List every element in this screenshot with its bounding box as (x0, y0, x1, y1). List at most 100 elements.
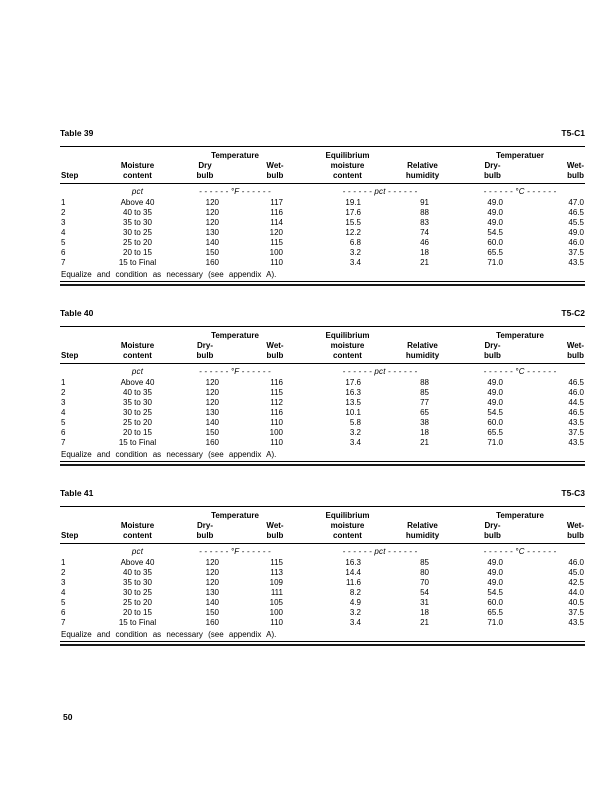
header-dry-bulb-f: Dry- (196, 520, 213, 530)
table-cell: 46.5 (568, 378, 584, 388)
table-cell: 120 (205, 218, 219, 228)
table-row: 7 15 to Final 160 110 3.4 21 71.0 43.5 (60, 438, 585, 448)
table-cell: 15.5 (345, 218, 361, 228)
table-row: 5 25 to 20 140 110 5.8 38 60.0 43.5 (60, 418, 585, 428)
table-cell: 19.1 (345, 198, 361, 208)
header-moisture: Moisture (120, 520, 155, 530)
table-cell: 3.2 (349, 247, 361, 257)
page-number: 50 (63, 712, 73, 722)
table-cell: 160 (205, 617, 219, 627)
table-body: pct - - - - - - °F - - - - - - - - - - -… (60, 184, 585, 268)
table-cell: 110 (270, 418, 283, 428)
header-wet-bulb-c: bulb (530, 350, 585, 365)
header-emc: Equilibrium (325, 331, 370, 340)
table-cell: 120 (205, 558, 219, 568)
table-cell: 49.0 (487, 558, 503, 568)
table-cell: 20 to 15 (123, 247, 152, 257)
schedule-table-40: Table 40 T5-C2 Temperature Equilibrium T… (60, 308, 585, 467)
table-cell: 40 to 35 (123, 208, 152, 218)
unit-pct: pct (131, 546, 144, 556)
header-step: Step (60, 530, 110, 545)
table-cell: 7 (61, 437, 66, 447)
table-cell: 49.0 (487, 578, 503, 588)
table-cell: 16.3 (345, 558, 361, 568)
unit-fahrenheit: - - - - - - °F - - - - - - (199, 186, 271, 196)
header-temperature-c-group: Temperature (496, 331, 544, 340)
table-cell: 65.5 (487, 247, 503, 257)
table-row: 3 35 to 30 120 112 13.5 77 49.0 44.5 (60, 398, 585, 408)
table-row: 4 30 to 25 130 116 10.1 65 54.5 46.5 (60, 408, 585, 418)
table-cell: 71.0 (487, 617, 503, 627)
table-cell: 25 to 20 (123, 238, 152, 248)
table-cell: 160 (205, 257, 219, 267)
table-cell: 49.0 (487, 388, 503, 398)
table-cell: 44.5 (568, 398, 584, 408)
table-cell: 3.2 (349, 607, 361, 617)
table-header: Temperature Equilibrium Temperatuer Mois… (60, 147, 585, 185)
table-row: 5 25 to 20 140 115 6.8 46 60.0 46.0 (60, 238, 585, 248)
table-cell: 5.8 (349, 418, 361, 428)
table-cell: 74 (420, 228, 429, 238)
header-temperature-c-group: Temperatuer (496, 151, 544, 160)
table-cell: Above 40 (120, 378, 155, 388)
table-cell: 49.0 (487, 198, 503, 208)
table-cell: 25 to 20 (123, 598, 152, 608)
table-cell: 4.9 (349, 598, 361, 608)
header-temperature-c-group: Temperature (496, 511, 544, 520)
table-row: 6 20 to 15 150 100 3.2 18 65.5 37.5 (60, 608, 585, 618)
header-wet-bulb-f: Wet- (266, 340, 284, 350)
table-cell: 49.0 (568, 228, 584, 238)
header-wet-bulb-c: Wet- (566, 160, 584, 170)
table-cell: 70 (420, 578, 429, 588)
table-cell: 20 to 15 (123, 607, 152, 617)
table-cell: 112 (270, 398, 283, 408)
table-cell: Above 40 (120, 198, 155, 208)
table-cell: 88 (420, 378, 429, 388)
table-cell: 83 (420, 218, 429, 228)
header-dry-bulb-c: Dry- (484, 160, 501, 170)
table-cell: 30 to 25 (123, 408, 152, 418)
table-cell: 15 to Final (118, 437, 157, 447)
header-relative-humidity: Relative (407, 340, 438, 350)
table-cell: 47.0 (568, 198, 584, 208)
table-cell: 54.5 (487, 228, 503, 238)
header-wet-bulb-f: bulb (245, 530, 305, 545)
table-titlebar: Table 41 T5-C3 (60, 488, 585, 499)
header-dry-bulb-c: bulb (455, 530, 530, 545)
table-cell: 5 (61, 598, 66, 608)
table-cell: 18 (420, 607, 429, 617)
unit-celsius: - - - - - - °C - - - - - - (483, 366, 557, 376)
table-cell: 85 (420, 388, 429, 398)
table-cell: 46.5 (568, 208, 584, 218)
table-cell: 54.5 (487, 408, 503, 418)
table-cell: 150 (205, 247, 219, 257)
unit-fahrenheit: - - - - - - °F - - - - - - (199, 546, 271, 556)
table-row: 2 40 to 35 120 115 16.3 85 49.0 46.0 (60, 388, 585, 398)
header-relative-humidity: Relative (407, 160, 438, 170)
table-row: 3 35 to 30 120 114 15.5 83 49.0 45.5 (60, 218, 585, 228)
table-cell: 120 (205, 398, 219, 408)
table-cell: 12.2 (345, 228, 361, 238)
table-cell: 21 (420, 257, 429, 267)
table-cell: 1 (61, 378, 66, 388)
table-cell: 60.0 (487, 418, 503, 428)
table-code: T5-C3 (561, 488, 585, 498)
table-cell: 4 (61, 588, 66, 598)
table-cell: 115 (270, 388, 283, 398)
table-cell: 88 (420, 208, 429, 218)
table-cell: 54.5 (487, 588, 503, 598)
table-cell: 160 (205, 437, 219, 447)
table-cell: 6.8 (349, 238, 361, 248)
header-relative-humidity: humidity (390, 530, 455, 545)
drying-schedule: Temperature Equilibrium Temperature Mois… (60, 506, 585, 628)
table-cell: 37.5 (568, 607, 584, 617)
header-emc: Equilibrium (325, 151, 370, 160)
header-emc: content (305, 530, 390, 545)
table-cell: 46.0 (568, 388, 584, 398)
table-row: 4 30 to 25 130 111 8.2 54 54.5 44.0 (60, 588, 585, 598)
table-row: 3 35 to 30 120 109 11.6 70 49.0 42.5 (60, 578, 585, 588)
header-dry-bulb-f: bulb (165, 170, 245, 185)
header-wet-bulb-f: Wet- (266, 160, 284, 170)
table-cell: 150 (205, 427, 219, 437)
table-cell: 65.5 (487, 607, 503, 617)
